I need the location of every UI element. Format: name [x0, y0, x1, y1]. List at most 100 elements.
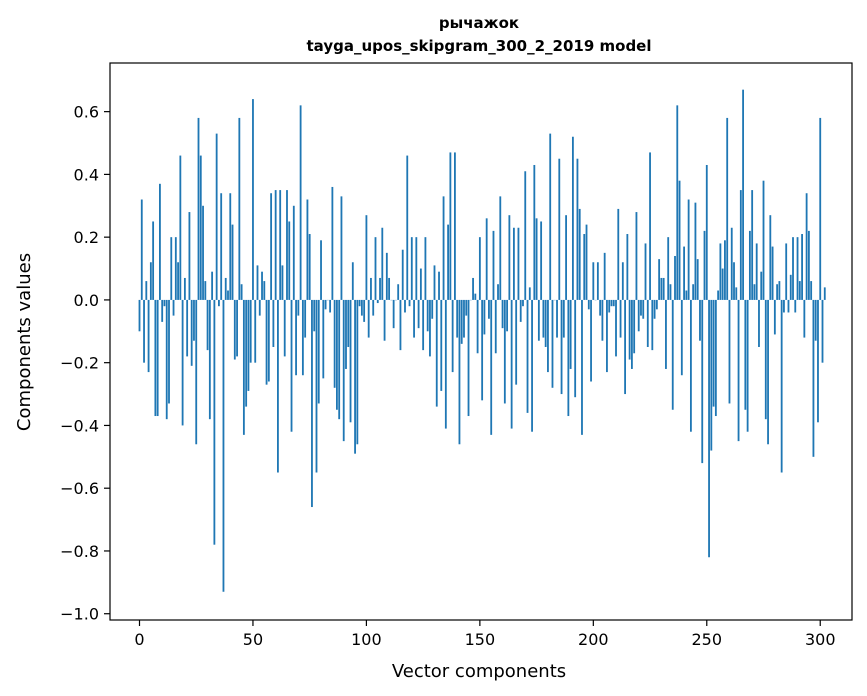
bar-81 — [322, 299, 325, 379]
bar-84 — [329, 299, 332, 313]
bar-144 — [465, 299, 468, 316]
bar-92 — [347, 299, 350, 347]
bar-186 — [560, 299, 563, 395]
bar-211 — [617, 208, 620, 300]
bar-267 — [744, 299, 747, 410]
bar-292 — [801, 234, 803, 300]
bar-221 — [640, 299, 642, 316]
bar-150 — [478, 237, 481, 300]
bar-237 — [676, 105, 679, 300]
bar-82 — [324, 299, 327, 310]
bar-155 — [490, 299, 493, 435]
bar-75 — [308, 234, 311, 300]
bar-48 — [247, 299, 250, 391]
bar-61 — [277, 299, 279, 473]
bar-31 — [208, 299, 211, 420]
bar-210 — [615, 299, 617, 357]
bar-65 — [286, 190, 288, 300]
bar-42 — [233, 299, 236, 360]
bar-33 — [213, 299, 216, 545]
bar-262 — [733, 262, 735, 300]
bars-group — [138, 89, 826, 592]
bar-207 — [608, 299, 611, 313]
bar-49 — [249, 299, 252, 363]
y-tick-label: −0.6 — [60, 479, 99, 498]
bar-235 — [671, 299, 674, 410]
bar-103 — [372, 299, 375, 316]
bar-109 — [385, 252, 388, 300]
bar-143 — [463, 299, 465, 338]
bar-127 — [426, 299, 429, 332]
bar-78 — [315, 299, 318, 473]
bar-296 — [810, 281, 813, 300]
bar-269 — [748, 230, 751, 300]
bar-4 — [147, 299, 150, 373]
bar-151 — [481, 299, 484, 401]
bar-202 — [596, 262, 599, 300]
bar-116 — [401, 249, 404, 300]
bar-70 — [297, 299, 300, 316]
bar-192 — [574, 299, 577, 398]
bar-191 — [571, 136, 574, 300]
x-tick-label: 200 — [578, 630, 609, 649]
bar-280 — [773, 299, 776, 335]
y-tick-label: 0.4 — [74, 165, 99, 184]
bar-204 — [601, 299, 604, 341]
bar-194 — [578, 208, 581, 300]
bar-96 — [356, 299, 359, 445]
bar-64 — [283, 299, 286, 357]
y-tick-label: −0.2 — [60, 354, 99, 373]
bar-293 — [803, 299, 806, 338]
bar-178 — [542, 299, 545, 338]
bar-276 — [764, 299, 767, 420]
bar-215 — [626, 234, 629, 300]
bar-55 — [263, 281, 266, 300]
bar-43 — [236, 299, 238, 357]
bar-225 — [649, 152, 651, 300]
bar-131 — [435, 299, 438, 407]
bar-9 — [159, 183, 161, 300]
bar-205 — [603, 252, 606, 300]
bar-77 — [313, 299, 316, 332]
bar-67 — [290, 299, 293, 432]
bar-154 — [488, 299, 490, 319]
bar-56 — [265, 299, 268, 385]
bar-136 — [447, 224, 450, 300]
x-tick-label: 50 — [243, 630, 263, 649]
bar-283 — [780, 299, 783, 473]
bar-3 — [145, 281, 148, 300]
bar-287 — [789, 274, 792, 300]
bar-168 — [519, 299, 522, 322]
bar-208 — [610, 299, 613, 307]
bar-2 — [143, 299, 145, 363]
chart-subtitle: tayga_upos_skipgram_300_2_2019 model — [307, 37, 652, 55]
bar-66 — [288, 221, 291, 300]
y-tick-label: 0.2 — [74, 228, 99, 247]
x-tick-label: 0 — [134, 630, 144, 649]
bar-188 — [565, 215, 567, 300]
bar-300 — [819, 117, 822, 300]
bar-233 — [667, 237, 670, 300]
bar-59 — [272, 299, 275, 347]
bar-57 — [267, 299, 270, 382]
bar-137 — [449, 152, 452, 300]
bar-142 — [460, 299, 463, 344]
bar-294 — [805, 193, 808, 300]
bar-106 — [379, 277, 381, 300]
bar-35 — [218, 299, 220, 307]
bar-224 — [646, 299, 649, 347]
y-axis: −1.0 −0.8 −0.6 −0.4 −0.2 0.0 0.2 0.4 0.6 — [60, 103, 110, 624]
bar-274 — [760, 271, 763, 300]
bar-121 — [413, 299, 415, 338]
y-tick-label: −0.8 — [60, 542, 99, 561]
bar-5 — [149, 262, 152, 300]
bar-229 — [658, 259, 661, 300]
bar-148 — [474, 293, 477, 300]
bar-228 — [655, 299, 658, 310]
bar-157 — [494, 299, 497, 354]
bar-60 — [274, 190, 277, 300]
bar-20 — [183, 277, 186, 300]
bar-170 — [524, 171, 527, 300]
bar-249 — [703, 230, 706, 300]
bar-89 — [340, 196, 343, 300]
